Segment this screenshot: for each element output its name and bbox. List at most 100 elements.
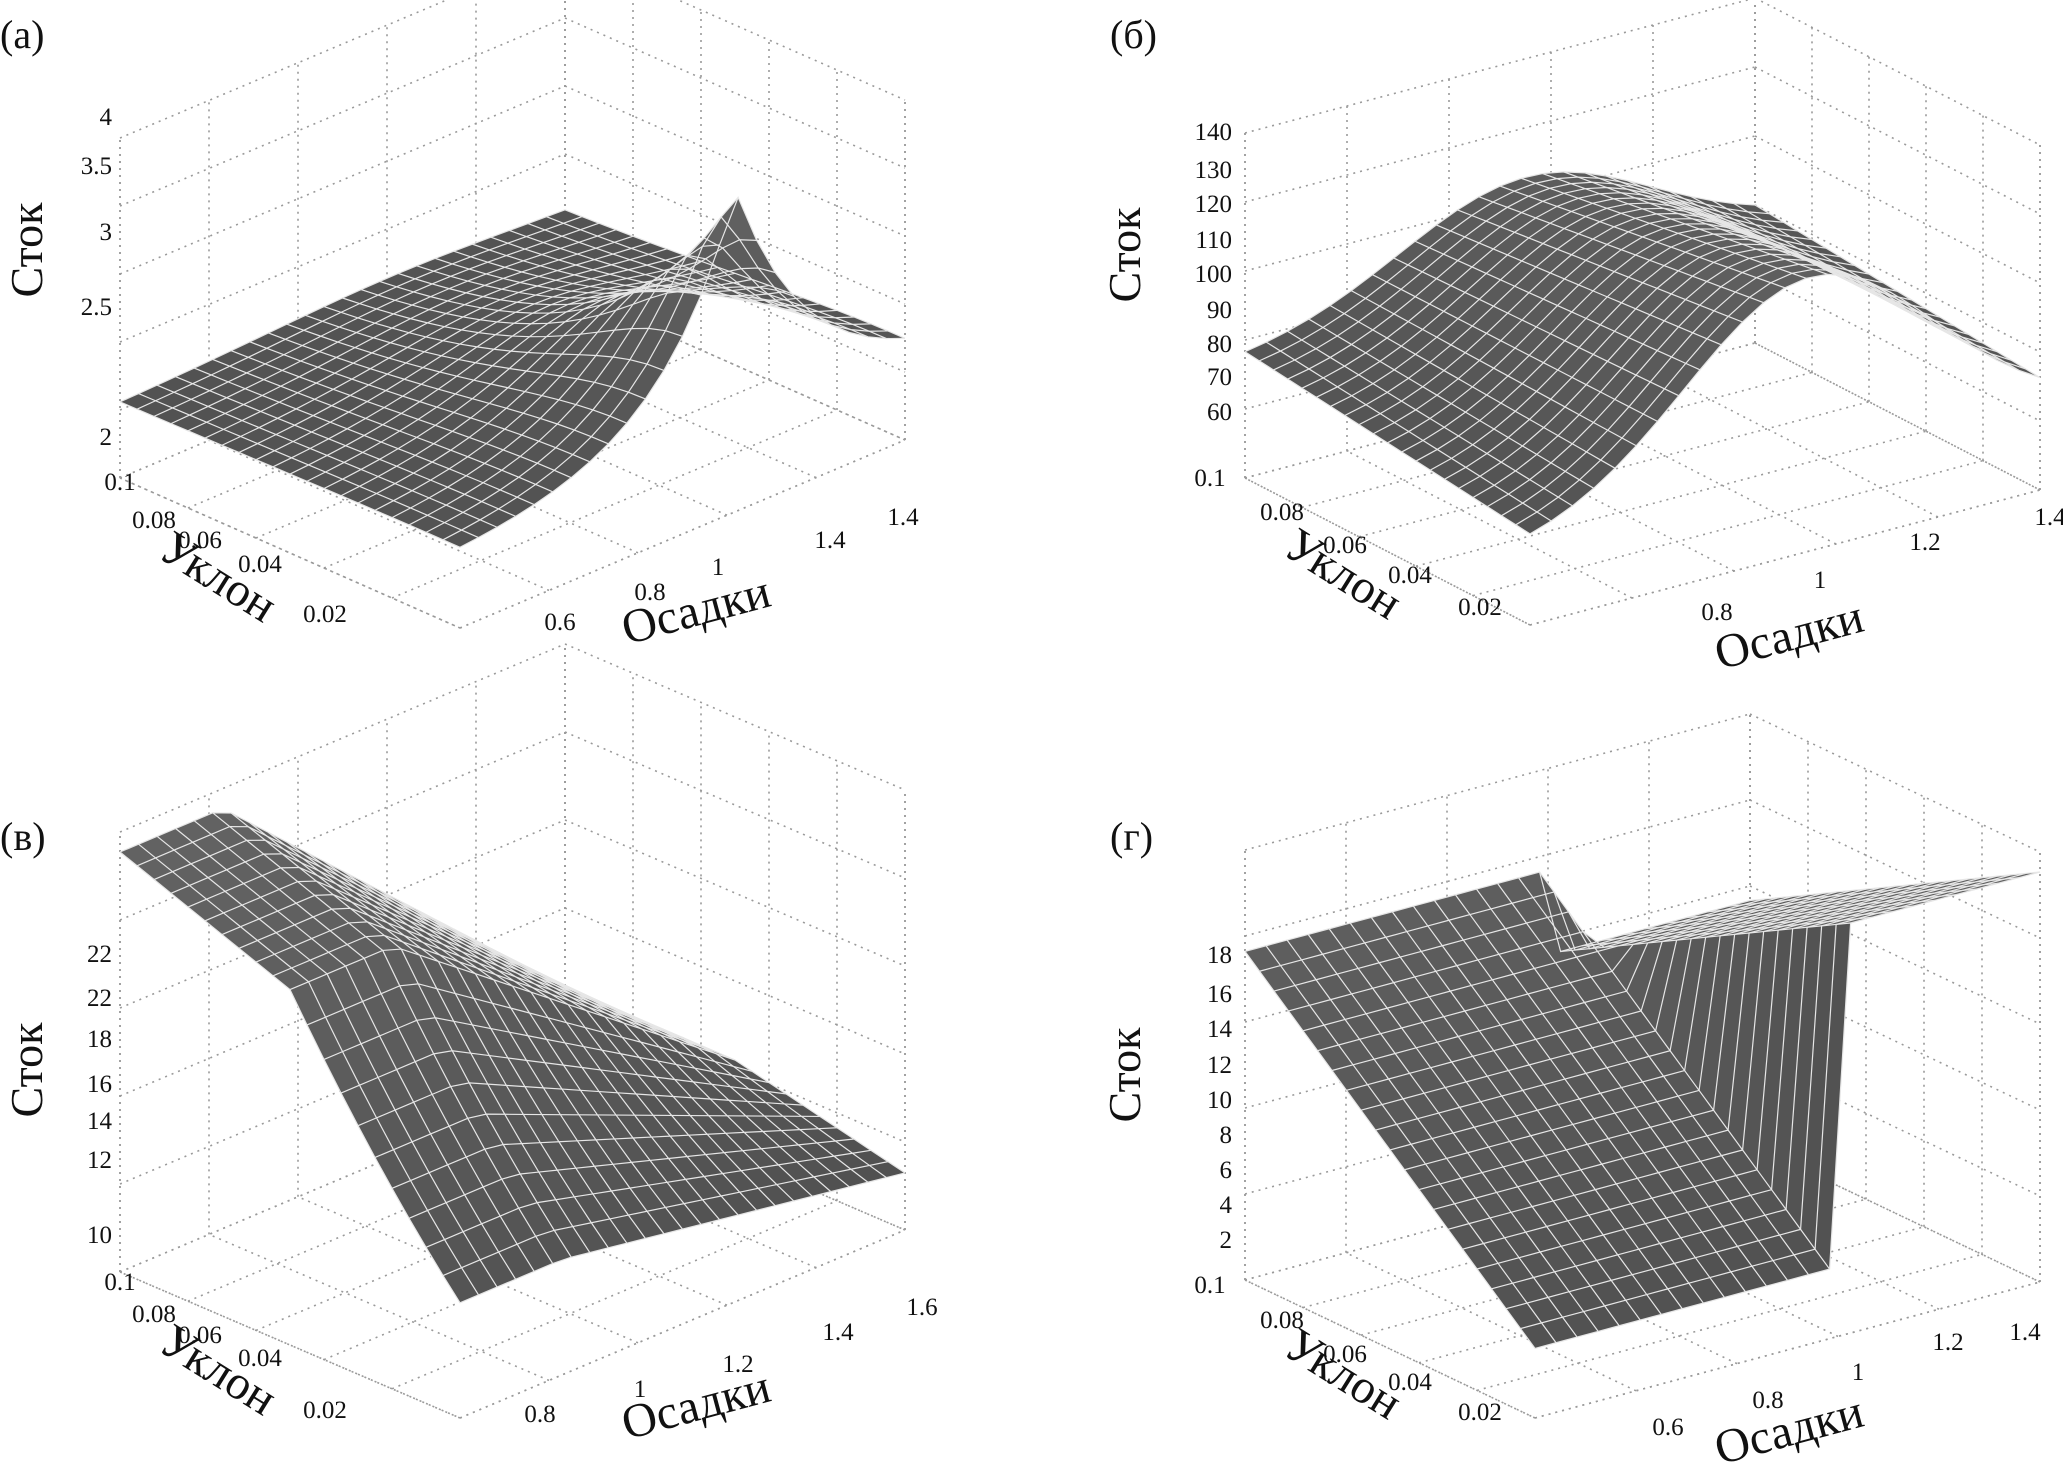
surface-cell	[1664, 252, 1700, 271]
surface-cell	[1557, 284, 1593, 312]
x-tick-label: 1	[634, 1376, 647, 1403]
surface-cell	[1421, 945, 1457, 972]
surface-cell	[466, 463, 502, 483]
surface-cell	[1671, 238, 1707, 253]
surface-cell	[1382, 1098, 1418, 1125]
surface-cell	[1611, 1274, 1647, 1301]
surface-cell	[616, 1115, 652, 1139]
surface-cell	[294, 916, 331, 939]
surface-cell	[290, 981, 326, 1025]
surface-cell	[619, 1072, 655, 1096]
surface-cell	[262, 867, 298, 890]
surface-cell	[1621, 236, 1657, 255]
surface-cell	[334, 888, 371, 910]
surface-cell	[1685, 338, 1722, 370]
mesh-line	[1346, 889, 1852, 1091]
surface-cell	[535, 288, 572, 297]
surface-cell	[344, 452, 380, 470]
surface-cell	[367, 921, 403, 942]
surface-cell	[529, 1012, 566, 1043]
surface-cell	[671, 1115, 708, 1136]
z-tick-label: 90	[1207, 297, 1232, 324]
surface-cell	[1513, 968, 1549, 994]
surface-cell	[1496, 1186, 1533, 1213]
surface-cell	[504, 1114, 541, 1144]
surface-cell	[378, 466, 414, 484]
surface-cell	[336, 347, 372, 364]
mesh-line	[1302, 894, 1809, 1032]
surface-cell	[577, 1139, 613, 1167]
mesh-line	[306, 983, 753, 1072]
mesh-line	[1476, 877, 1983, 1270]
surface-cell	[1458, 476, 1495, 498]
surface-cell	[1651, 1192, 1688, 1218]
surface-cell	[435, 1017, 471, 1054]
surface-cell	[1415, 395, 1452, 419]
y-tick-label: 0.06	[178, 1322, 222, 1349]
grid-line	[1749, 971, 2041, 1111]
mesh-line	[272, 266, 719, 468]
surface-cell	[1495, 1115, 1531, 1142]
surface-cell	[1401, 440, 1438, 462]
surface-cell	[1607, 277, 1643, 303]
surface-cell	[340, 873, 377, 895]
surface-cell	[1815, 923, 1851, 1270]
surface-cell	[1471, 202, 1508, 222]
surface-cell	[1729, 1195, 1766, 1221]
surface-cell	[1501, 503, 1537, 525]
surface-cell	[1585, 1067, 1622, 1094]
surface-cell	[1556, 1028, 1593, 1054]
surface-cell	[480, 958, 516, 977]
surface-cell	[478, 321, 515, 335]
surface-cell	[345, 435, 382, 453]
surface-cell	[1628, 1056, 1664, 1082]
x-tick-label: 0.8	[634, 579, 665, 606]
surface-cell	[1448, 1223, 1484, 1250]
surface-cell	[350, 908, 386, 929]
surface-cell	[639, 1057, 675, 1080]
surface-cell	[449, 456, 485, 476]
grid-line	[297, 1196, 639, 1344]
surface-cell	[816, 1140, 853, 1157]
surface-cell	[319, 871, 355, 893]
surface-cell	[565, 1042, 601, 1070]
surface-cell	[359, 295, 396, 309]
surface-cell	[399, 419, 436, 438]
surface-cell	[1486, 207, 1522, 227]
surface-cell	[1713, 932, 1750, 1131]
surface-cell	[212, 812, 249, 827]
grid-line	[1757, 0, 2041, 146]
surface-cell	[653, 1115, 689, 1137]
surface-cell	[1733, 203, 1770, 214]
surface-cell	[374, 896, 411, 918]
surface-cell	[384, 396, 420, 414]
surface-cell	[1380, 401, 1416, 423]
surface-cell	[759, 1164, 796, 1185]
surface-cell	[1512, 1277, 1549, 1304]
surface-cell	[1556, 177, 1593, 184]
surface-cell	[541, 1114, 578, 1142]
surface-cell	[1678, 1090, 1714, 1116]
surface-cell	[1401, 271, 1437, 297]
surface-cell	[713, 1071, 749, 1090]
surface-cell	[481, 1216, 518, 1253]
surface-cell	[2004, 361, 2040, 378]
surface-cell	[1433, 1203, 1470, 1230]
surface-cell	[1511, 1206, 1547, 1233]
surface-cell	[1597, 944, 1634, 972]
surface-cell	[592, 1191, 629, 1219]
surface-cell	[341, 486, 377, 503]
surface-cell	[1259, 351, 1295, 370]
surface-cell	[1551, 1124, 1588, 1150]
surface-cell	[1666, 1212, 1702, 1238]
surface-cell	[1773, 1254, 1809, 1281]
surface-cell	[463, 1223, 499, 1260]
surface-cell	[256, 954, 292, 976]
surface-cell	[1621, 1081, 1657, 1108]
surface-cell	[1555, 957, 1592, 983]
surface-cell	[1586, 296, 1622, 325]
z-tick-label: 22	[87, 941, 112, 968]
surface-cell	[1524, 1155, 1560, 1182]
surface-cell	[684, 1199, 720, 1225]
surface-cell	[310, 952, 346, 974]
